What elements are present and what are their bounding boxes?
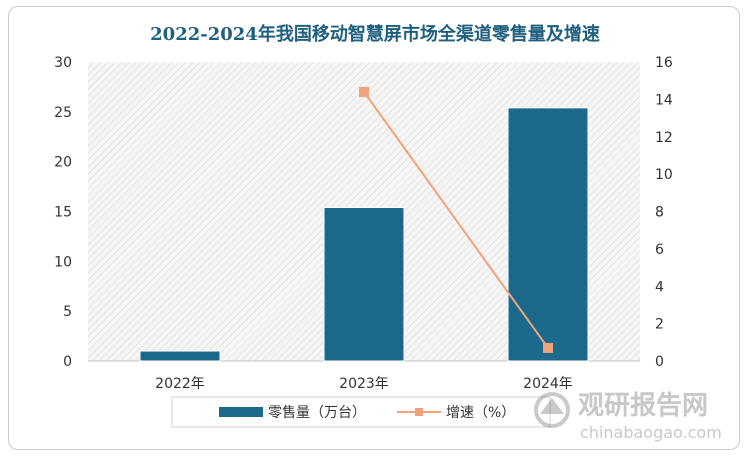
y-left-tick-label: 0 — [63, 354, 72, 370]
x-tick-label: 2024年 — [523, 376, 573, 392]
legend-label-line: 增速（%） — [446, 405, 515, 421]
watermark-url: chinabaogao.com — [580, 423, 722, 442]
legend-swatch-marker — [415, 408, 423, 416]
y-right-tick-label: 4 — [655, 279, 664, 295]
legend-label-bar: 零售量（万台） — [268, 405, 366, 421]
y-left-tick-label: 15 — [54, 205, 72, 221]
growth-point-1 — [359, 86, 369, 97]
y-left-tick-label: 10 — [54, 254, 72, 270]
y-right-tick-label: 0 — [655, 354, 664, 370]
y-right-tick-label: 2 — [655, 317, 664, 333]
growth-point-2 — [543, 342, 553, 353]
bar-0 — [139, 350, 221, 362]
legend-swatch-bar — [219, 407, 263, 417]
y-left-tick-label: 25 — [54, 105, 72, 121]
logo-ring — [534, 392, 570, 428]
y-right-tick-label: 14 — [655, 92, 673, 108]
y-right-tick-label: 6 — [655, 242, 664, 258]
growth-line — [363, 91, 549, 349]
x-tick-label: 2022年 — [155, 376, 205, 392]
y-left-tick-label: 20 — [54, 155, 72, 171]
bar-2 — [507, 107, 589, 362]
y-right-tick-label: 12 — [655, 130, 673, 146]
y-right-tick-label: 16 — [655, 55, 673, 71]
chart-title: 2022-2024年我国移动智慧屏市场全渠道零售量及增速 — [150, 24, 600, 45]
x-tick-label: 2023年 — [339, 376, 389, 392]
y-right-tick-label: 8 — [655, 205, 664, 221]
bar-1 — [323, 207, 405, 362]
watermark-logo-icon — [534, 392, 570, 428]
y-right-tick-label: 10 — [655, 167, 673, 183]
y-left-tick-label: 5 — [63, 304, 72, 320]
logo-mark — [540, 398, 564, 414]
y-left-tick-label: 30 — [54, 55, 72, 71]
watermark-name: 观研报告网 — [578, 390, 708, 421]
